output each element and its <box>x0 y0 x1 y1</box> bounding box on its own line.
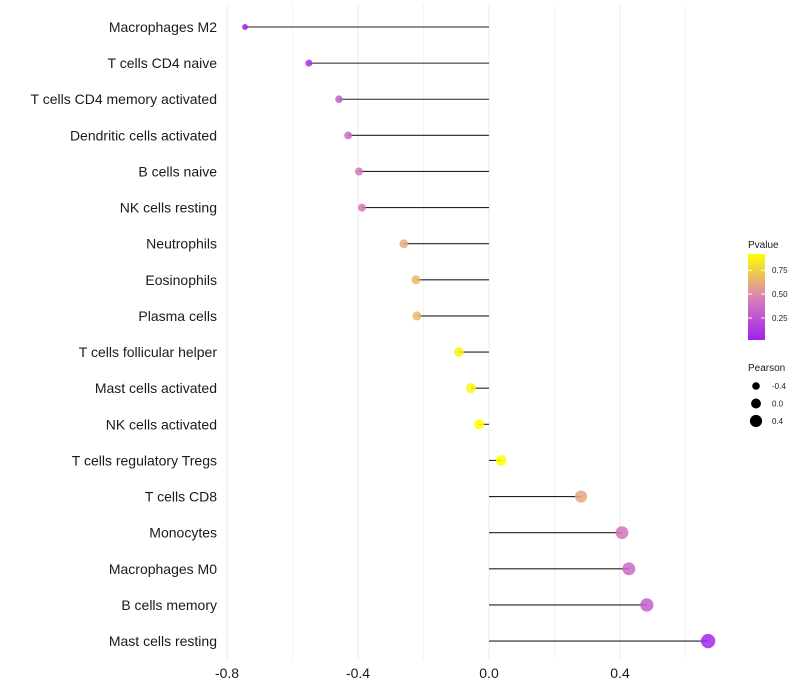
lollipop-point <box>453 347 464 358</box>
category-label: Plasma cells <box>138 308 217 324</box>
lollipop-point <box>700 633 716 649</box>
category-label: NK cells resting <box>120 200 217 216</box>
size-legend-dot <box>752 382 760 390</box>
size-legend-dot <box>751 398 761 409</box>
lollipop-point <box>615 526 629 540</box>
x-axis-labels: -0.8 -0.4 0.0 0.4 <box>215 665 630 681</box>
color-legend-title: Pvalue <box>748 240 779 251</box>
size-legend-label: -0.4 <box>772 382 786 391</box>
category-label: Macrophages M0 <box>109 561 217 577</box>
lollipop-point <box>354 167 363 176</box>
category-label: Macrophages M2 <box>109 19 217 35</box>
category-label: T cells follicular helper <box>79 344 218 360</box>
x-tick-label: -0.8 <box>215 665 239 681</box>
category-label: Eosinophils <box>145 272 217 288</box>
lollipop-point <box>399 239 409 249</box>
size-legend-label: 0.0 <box>772 400 784 409</box>
category-label: Neutrophils <box>146 236 217 252</box>
x-tick-label: -0.4 <box>346 665 370 681</box>
lollipop-point <box>242 24 248 30</box>
category-label: Monocytes <box>149 525 217 541</box>
plot-marks <box>242 24 716 649</box>
legend: Pvalue 0.25 0.50 0.75 Pearson -0.4 0.0 0.4 <box>748 240 788 428</box>
category-label: Mast cells resting <box>109 633 217 649</box>
x-tick-label: 0.0 <box>479 665 499 681</box>
category-label: T cells CD4 memory activated <box>31 91 217 107</box>
lollipop-point <box>335 95 343 104</box>
category-label: Mast cells activated <box>95 380 217 396</box>
lollipop-point <box>305 59 313 67</box>
category-label: T cells CD4 naive <box>108 55 218 71</box>
lollipop-point <box>412 311 422 321</box>
lollipop-point <box>344 131 353 140</box>
lollipop-point <box>640 598 654 612</box>
category-label: NK cells activated <box>106 416 217 432</box>
lollipop-point <box>357 203 366 212</box>
grid-lines <box>226 5 686 660</box>
category-label: B cells memory <box>121 597 217 613</box>
lollipop-point <box>411 275 421 285</box>
size-legend-dot <box>749 414 763 428</box>
category-label: T cells regulatory Tregs <box>72 452 217 468</box>
x-tick-label: 0.4 <box>610 665 630 681</box>
color-tick-label: 0.50 <box>772 290 788 299</box>
category-label: Dendritic cells activated <box>70 127 217 143</box>
color-tick-label: 0.25 <box>772 314 788 323</box>
color-legend-bar <box>748 254 765 340</box>
lollipop-point <box>474 419 485 430</box>
lollipop-point <box>465 383 477 394</box>
size-legend-label: 0.4 <box>772 417 784 426</box>
size-legend-title: Pearson <box>748 363 785 374</box>
lollipop-point <box>495 455 507 466</box>
lollipop-point <box>622 562 636 576</box>
color-tick-label: 0.75 <box>772 266 788 275</box>
category-label: T cells CD8 <box>145 489 217 505</box>
category-label: B cells naive <box>138 163 217 179</box>
lollipop-point <box>574 490 588 503</box>
y-axis-labels: Macrophages M2 T cells CD4 naive T cells C… <box>31 19 218 649</box>
